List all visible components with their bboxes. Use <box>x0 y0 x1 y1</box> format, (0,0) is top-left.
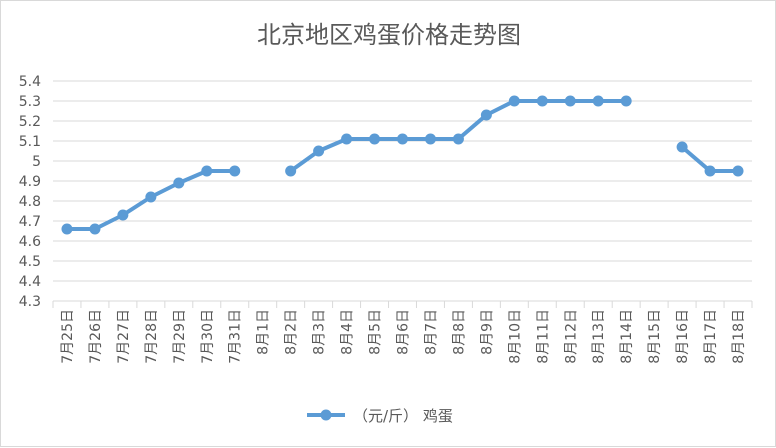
x-tick-label: 8月14日 <box>619 309 635 364</box>
data-point <box>704 165 716 177</box>
data-point <box>508 95 520 107</box>
data-point <box>229 165 241 177</box>
series-layer <box>61 95 744 235</box>
x-tick-label: 7月27日 <box>116 309 132 364</box>
y-tick-label: 4.3 <box>19 294 41 310</box>
x-tick-label: 7月29日 <box>172 309 188 364</box>
x-tick-label: 8月1日 <box>256 309 272 355</box>
legend-label: （元/斤） 鸡蛋 <box>353 407 453 425</box>
x-tick-label: 8月6日 <box>396 309 412 355</box>
data-point <box>592 95 604 107</box>
y-tick-label: 4.6 <box>19 234 41 250</box>
y-tick-label: 4.5 <box>19 254 41 270</box>
x-tick-label: 7月26日 <box>88 309 104 364</box>
y-tick-label: 5.4 <box>19 74 41 90</box>
x-tick-label: 8月16日 <box>675 309 691 364</box>
x-tick-label: 8月13日 <box>591 309 607 364</box>
data-point <box>397 133 408 145</box>
data-point <box>341 133 353 145</box>
data-point <box>452 133 464 145</box>
x-tick-label: 7月28日 <box>144 309 160 364</box>
data-point <box>173 177 185 189</box>
x-axis: 7月25日 7月26日 7月27日 7月28日 7月29日 7月30日 7月31日 8月1日 8… <box>52 301 753 364</box>
y-tick-label: 4.7 <box>19 214 41 230</box>
data-point <box>480 109 492 121</box>
data-point <box>536 95 548 107</box>
y-tick-label: 4.4 <box>19 274 41 290</box>
chart-title: 北京地区鸡蛋价格走势图 <box>257 21 521 49</box>
data-point <box>61 223 73 235</box>
y-tick-label: 5 <box>32 154 41 170</box>
x-tick-label: 7月30日 <box>200 309 216 364</box>
data-point <box>117 209 129 221</box>
legend-point-marker <box>320 409 332 421</box>
data-point <box>424 133 436 145</box>
x-tick-label: 8月3日 <box>312 309 328 355</box>
y-tick-label: 5.1 <box>19 134 41 150</box>
data-point <box>564 95 576 107</box>
gridlines <box>53 80 752 302</box>
x-tick-label: 8月18日 <box>731 309 747 364</box>
y-tick-label: 5.3 <box>19 94 41 110</box>
data-point <box>89 223 101 235</box>
y-axis-ticks: 4.3 4.4 4.5 4.6 4.7 4.8 4.9 5 5.1 5.2 5.3 5.4 <box>19 74 41 310</box>
x-tick-label: 8月9日 <box>479 309 495 355</box>
x-tick-label: 8月2日 <box>284 309 300 355</box>
x-tick-label: 8月17日 <box>703 309 719 364</box>
data-point <box>201 165 213 177</box>
x-tick-label: 8月15日 <box>647 309 663 364</box>
x-tick-label: 8月8日 <box>451 309 467 355</box>
data-point <box>732 165 744 177</box>
x-tick-label: 8月4日 <box>340 309 356 355</box>
data-point <box>145 191 157 203</box>
y-tick-label: 5.2 <box>19 114 41 130</box>
data-point <box>369 133 381 145</box>
data-point <box>285 165 297 177</box>
x-tick-label: 8月7日 <box>423 309 439 355</box>
x-tick-label: 7月25日 <box>60 309 76 364</box>
x-tick-label: 8月12日 <box>563 309 579 364</box>
x-tick-label: 7月31日 <box>228 309 244 364</box>
y-tick-label: 4.9 <box>19 174 41 190</box>
x-tick-label: 8月5日 <box>368 309 384 355</box>
legend[interactable]: （元/斤） 鸡蛋 <box>307 407 453 425</box>
x-tick-label: 8月10日 <box>507 309 523 364</box>
data-point <box>620 95 632 107</box>
data-point <box>676 141 688 153</box>
y-tick-label: 4.8 <box>19 194 41 210</box>
x-tick-label: 8月11日 <box>535 309 551 364</box>
data-point <box>313 145 325 157</box>
